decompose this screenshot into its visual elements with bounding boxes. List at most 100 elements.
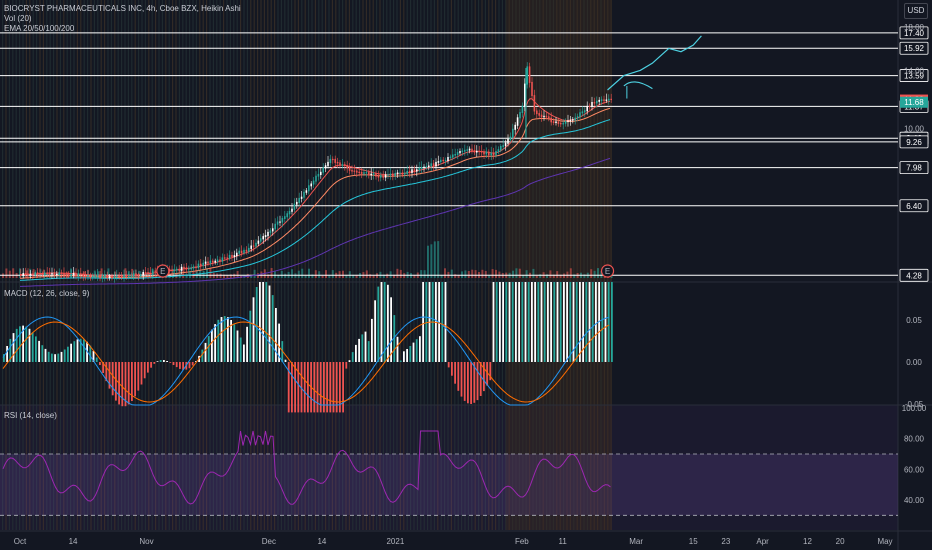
session-stripe bbox=[141, 0, 143, 530]
macd-bar bbox=[326, 362, 328, 413]
session-stripe bbox=[342, 0, 344, 530]
candle-body bbox=[562, 122, 564, 125]
session-stripe bbox=[243, 0, 245, 530]
session-stripe bbox=[165, 0, 167, 530]
candle-body bbox=[418, 167, 420, 171]
candle-body bbox=[267, 231, 269, 237]
macd-bar bbox=[563, 282, 565, 362]
candle-body bbox=[478, 150, 480, 153]
volume-bar bbox=[348, 271, 351, 278]
macd-bar bbox=[351, 352, 354, 362]
candle-body bbox=[293, 203, 296, 210]
volume-bar bbox=[610, 275, 613, 278]
session-stripe bbox=[539, 0, 541, 530]
currency-button[interactable]: USD bbox=[904, 3, 928, 19]
candle-body bbox=[128, 275, 130, 277]
volume-bar bbox=[427, 245, 429, 278]
macd-bar bbox=[99, 362, 101, 365]
volume-bar bbox=[100, 268, 103, 278]
volume-bar bbox=[185, 273, 188, 278]
macd-bar bbox=[223, 316, 226, 362]
candle-body bbox=[219, 259, 221, 262]
session-stripe bbox=[399, 0, 401, 530]
candle-body bbox=[154, 270, 156, 272]
candle-body bbox=[20, 274, 22, 276]
macd-bar bbox=[291, 362, 293, 413]
candle-body bbox=[502, 145, 504, 147]
rsi-legend[interactable]: RSI (14, close) bbox=[4, 411, 57, 420]
candle-body bbox=[192, 266, 195, 269]
macd-bar bbox=[284, 359, 287, 362]
ema20-line bbox=[20, 98, 611, 277]
macd-bar bbox=[236, 330, 239, 362]
time-tick-label: 11 bbox=[559, 537, 568, 546]
candle-body bbox=[372, 173, 375, 175]
volume-bar bbox=[546, 274, 548, 278]
candle-body bbox=[598, 99, 600, 102]
candle-body bbox=[507, 138, 509, 144]
macd-bar bbox=[115, 362, 117, 401]
macd-bar bbox=[566, 282, 568, 362]
candle-body bbox=[209, 260, 212, 264]
ema200-line bbox=[20, 157, 611, 287]
candle-body bbox=[437, 161, 440, 163]
volume-bar bbox=[284, 273, 287, 278]
volume-bar bbox=[311, 274, 314, 278]
volume-bar bbox=[277, 275, 280, 278]
volume-bar bbox=[369, 274, 372, 278]
macd-bar bbox=[406, 349, 408, 362]
session-stripe bbox=[444, 0, 446, 530]
volume-legend[interactable]: Vol (20) bbox=[4, 14, 32, 23]
time-tick-label: 14 bbox=[317, 537, 326, 546]
macd-legend[interactable]: MACD (12, 26, close, 9) bbox=[4, 289, 90, 298]
macd-bar bbox=[412, 342, 415, 362]
session-stripe bbox=[209, 0, 211, 530]
candle-body bbox=[68, 274, 70, 276]
macd-bar bbox=[355, 344, 357, 362]
session-stripe bbox=[304, 0, 306, 530]
level-tag bbox=[899, 135, 929, 149]
volume-bar bbox=[437, 241, 440, 278]
candle-body bbox=[99, 274, 101, 279]
symbol-legend[interactable]: BIOCRYST PHARMACEUTICALS INC, 4h, Cboe B… bbox=[4, 4, 241, 13]
candle-body bbox=[173, 269, 176, 272]
macd-bar bbox=[268, 285, 271, 362]
time-tick-label: Feb bbox=[515, 537, 529, 546]
session-stripe bbox=[525, 0, 527, 530]
macd-bar bbox=[131, 362, 133, 401]
session-stripe bbox=[576, 0, 578, 530]
session-stripe bbox=[396, 0, 398, 530]
session-stripe bbox=[467, 0, 469, 530]
macd-bar bbox=[9, 338, 12, 362]
candle-body bbox=[308, 185, 310, 192]
session-stripe bbox=[321, 0, 323, 530]
session-stripe bbox=[610, 0, 612, 530]
session-stripe bbox=[73, 0, 75, 530]
macd-bar bbox=[147, 362, 149, 373]
session-stripe bbox=[199, 0, 201, 530]
session-stripe bbox=[114, 0, 116, 530]
macd-bar bbox=[175, 362, 178, 368]
candle-body bbox=[228, 254, 231, 259]
macd-bar bbox=[297, 362, 300, 413]
candle-body bbox=[53, 273, 56, 275]
level-tag bbox=[899, 26, 929, 40]
candle-body bbox=[608, 98, 610, 101]
macd-bar bbox=[505, 282, 508, 362]
macd-bar bbox=[60, 351, 63, 362]
candle-body bbox=[291, 208, 293, 212]
session-stripe bbox=[19, 0, 21, 530]
candle-body bbox=[56, 273, 58, 275]
macd-bar bbox=[140, 362, 143, 385]
candle-body bbox=[322, 167, 324, 173]
price-tick-label: 18.00 bbox=[904, 23, 925, 32]
candle-body bbox=[536, 110, 538, 115]
candle-body bbox=[240, 250, 243, 254]
volume-bar bbox=[168, 274, 171, 278]
volume-bar bbox=[342, 270, 344, 278]
macd-bar bbox=[483, 362, 485, 392]
ema-legend[interactable]: EMA 20/50/100/200 bbox=[4, 24, 75, 33]
volume-bar bbox=[382, 274, 385, 278]
candle-body bbox=[188, 268, 190, 270]
